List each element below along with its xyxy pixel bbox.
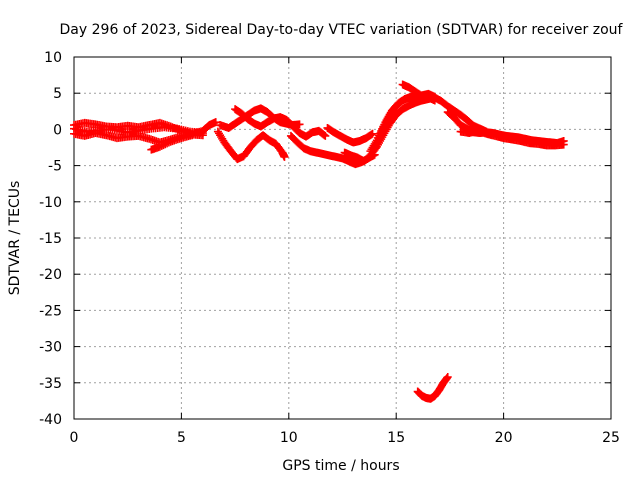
y-tick-label: 10 (44, 50, 62, 66)
data-point (559, 140, 568, 149)
y-axis-title: SDTVAR / TECUs (7, 181, 23, 296)
y-tick-label: -5 (48, 159, 62, 175)
x-tick-label: 10 (280, 430, 298, 446)
series-track-f (213, 127, 289, 164)
data-point (443, 373, 452, 382)
data-point (159, 141, 168, 150)
data-point (295, 120, 304, 129)
series-track-d (147, 131, 197, 154)
y-tick-label: 0 (53, 122, 62, 138)
data-point (188, 131, 197, 140)
chart-title: Day 296 of 2023, Sidereal Day-to-day VTE… (60, 22, 624, 38)
data-points (70, 80, 568, 403)
x-tick-label: 5 (177, 430, 186, 446)
y-tick-label: -40 (39, 412, 62, 428)
y-tick-label: 5 (53, 86, 62, 102)
data-point (155, 142, 164, 151)
data-point (320, 131, 329, 140)
data-point (198, 129, 207, 138)
data-point (280, 152, 289, 161)
y-tick-label: -20 (39, 267, 62, 283)
data-point (211, 118, 220, 127)
x-tick-label: 15 (387, 430, 405, 446)
series-track-c (70, 123, 207, 138)
x-axis-title: GPS time / hours (282, 458, 399, 474)
y-tick-label: -15 (39, 231, 62, 247)
x-tick-labels: 0 5 10 15 20 25 (70, 430, 620, 446)
data-point (420, 94, 429, 103)
x-tick-label: 25 (602, 430, 620, 446)
data-point (161, 140, 170, 149)
series-track-m (375, 92, 429, 143)
y-tick-label: -25 (39, 303, 62, 319)
data-point (157, 141, 166, 150)
data-point (321, 131, 330, 140)
y-tick-label: -30 (39, 340, 62, 356)
series-track-p (413, 373, 452, 403)
y-tick-label: -10 (39, 195, 62, 211)
grid (74, 57, 611, 419)
series-track-o (456, 126, 568, 150)
x-tick-label: 20 (495, 430, 513, 446)
axis-ticks (73, 56, 612, 420)
series-track-g (231, 105, 330, 141)
data-point (164, 138, 173, 147)
data-point (430, 96, 439, 105)
y-tick-label: -35 (39, 376, 62, 392)
x-tick-label: 0 (70, 430, 79, 446)
series-track-i (323, 123, 377, 147)
data-point (163, 139, 172, 148)
y-tick-labels: 10 5 0 -5 -10 -15 -20 -25 -30 -35 -40 (39, 50, 62, 428)
data-point (368, 129, 377, 138)
